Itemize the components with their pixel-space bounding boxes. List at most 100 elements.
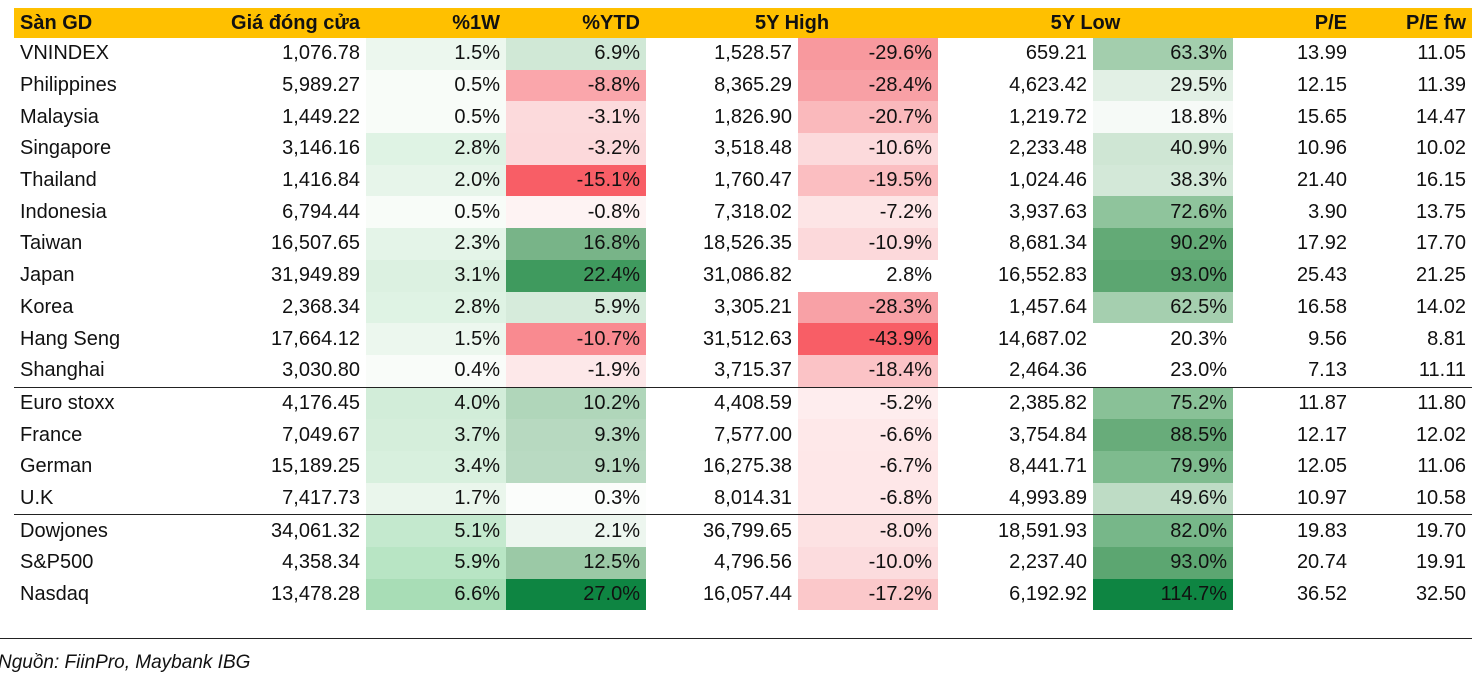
change-1w-cell: 2.0% bbox=[366, 164, 506, 197]
pe-fw-cell: 32.50 bbox=[1415, 583, 1466, 606]
vs-5y-high-cell: -10.0% bbox=[798, 547, 938, 579]
close-price-cell: 5,989.27 bbox=[282, 74, 360, 97]
close-price-cell: 13,478.28 bbox=[271, 583, 360, 606]
header-pe-fw: P/E fw bbox=[1353, 8, 1472, 38]
table-row: Korea 2,368.34 2.8% 5.9% 3,305.21 -28.3% 1,457… bbox=[14, 291, 1472, 324]
5y-low-cell: 2,237.40 bbox=[1009, 551, 1087, 574]
change-ytd-cell: -3.1% bbox=[506, 101, 646, 134]
pe-fw-cell: 14.47 bbox=[1415, 105, 1466, 128]
5y-high-cell: 3,715.37 bbox=[714, 359, 792, 382]
change-1w-cell: 0.5% bbox=[366, 101, 506, 134]
pe-fw-cell: 14.02 bbox=[1415, 295, 1466, 318]
close-price-cell: 1,449.22 bbox=[282, 105, 360, 128]
header-pe: P/E bbox=[1233, 8, 1353, 38]
5y-high-cell: 8,365.29 bbox=[714, 74, 792, 97]
5y-low-cell: 1,457.64 bbox=[1009, 295, 1087, 318]
row-name: Euro stoxx bbox=[14, 386, 200, 420]
5y-low-cell: 2,385.82 bbox=[938, 386, 1093, 420]
vs-5y-high-cell: -8.0% bbox=[798, 514, 938, 547]
pe-cell: 10.96 bbox=[1296, 137, 1347, 160]
header-exchange: Sàn GD bbox=[14, 8, 200, 38]
pe-cell: 20.74 bbox=[1296, 551, 1347, 574]
change-1w-cell: 2.3% bbox=[366, 228, 506, 260]
close-price-cell: 15,189.25 bbox=[271, 455, 360, 478]
change-1w-cell: 1.5% bbox=[366, 38, 506, 70]
5y-high-cell: 3,305.21 bbox=[714, 295, 792, 318]
vs-5y-low-cell: 62.5% bbox=[1093, 291, 1233, 324]
pe-cell: 19.83 bbox=[1233, 514, 1353, 547]
5y-low-cell: 3,937.63 bbox=[1009, 200, 1087, 223]
vs-5y-low-cell: 23.0% bbox=[1093, 354, 1233, 388]
pe-cell: 10.97 bbox=[1296, 486, 1347, 509]
change-ytd-cell: 5.9% bbox=[506, 291, 646, 324]
vs-5y-high-cell: -10.6% bbox=[798, 133, 938, 165]
5y-low-cell: 14,687.02 bbox=[998, 327, 1087, 350]
change-1w-cell: 3.1% bbox=[366, 259, 506, 292]
5y-high-cell: 16,057.44 bbox=[703, 583, 792, 606]
change-1w-cell: 3.4% bbox=[366, 450, 506, 483]
pe-cell: 11.87 bbox=[1233, 386, 1353, 420]
bottom-divider bbox=[0, 638, 1472, 639]
vs-5y-low-cell: 79.9% bbox=[1093, 450, 1233, 483]
pe-cell: 25.43 bbox=[1296, 264, 1347, 287]
5y-low-cell: 2,464.36 bbox=[1009, 359, 1087, 382]
vs-5y-high-cell: -29.6% bbox=[798, 38, 938, 70]
close-price-cell: 1,416.84 bbox=[282, 169, 360, 192]
change-ytd-cell: -8.8% bbox=[506, 69, 646, 102]
row-name: Nasdaq bbox=[20, 583, 89, 606]
close-price-cell: 4,358.34 bbox=[282, 551, 360, 574]
change-ytd-cell: 6.9% bbox=[506, 38, 646, 70]
pe-fw-cell: 8.81 bbox=[1427, 327, 1466, 350]
5y-low-cell: 4,993.89 bbox=[1009, 486, 1087, 509]
vs-5y-low-cell: 29.5% bbox=[1093, 69, 1233, 102]
5y-high-cell: 31,086.82 bbox=[703, 264, 792, 287]
change-ytd-cell: 27.0% bbox=[506, 578, 646, 611]
close-price-cell: 4,176.45 bbox=[200, 386, 366, 420]
vs-5y-high-cell: -17.2% bbox=[798, 578, 938, 611]
pe-fw-cell: 11.05 bbox=[1417, 42, 1466, 65]
pe-fw-cell: 11.39 bbox=[1417, 74, 1466, 97]
vs-5y-high-cell: -18.4% bbox=[798, 354, 938, 388]
change-1w-cell: 1.7% bbox=[366, 482, 506, 515]
pe-cell: 13.99 bbox=[1296, 42, 1347, 65]
row-name: S&P500 bbox=[20, 551, 94, 574]
table-row: Singapore 3,146.16 2.8% -3.2% 3,518.48 -10.6%… bbox=[14, 133, 1472, 165]
change-1w-cell: 5.1% bbox=[366, 514, 506, 547]
pe-fw-cell: 10.02 bbox=[1415, 137, 1466, 160]
market-comparison-table: Sàn GD Giá đóng cửa %1W %YTD 5Y High 5Y … bbox=[14, 8, 1472, 611]
5y-low-cell: 18,591.93 bbox=[938, 514, 1093, 547]
header-1w: %1W bbox=[366, 8, 506, 38]
close-price-cell: 7,417.73 bbox=[282, 486, 360, 509]
change-1w-cell: 2.8% bbox=[366, 133, 506, 165]
5y-high-cell: 4,796.56 bbox=[714, 551, 792, 574]
table-row: Nasdaq 13,478.28 6.6% 27.0% 16,057.44 -17.2% 6… bbox=[14, 578, 1472, 611]
change-ytd-cell: 22.4% bbox=[506, 259, 646, 292]
5y-high-cell: 16,275.38 bbox=[703, 455, 792, 478]
5y-high-cell: 1,528.57 bbox=[714, 42, 792, 65]
change-1w-cell: 0.5% bbox=[366, 196, 506, 229]
pe-cell: 12.05 bbox=[1296, 455, 1347, 478]
row-name: Japan bbox=[20, 264, 75, 287]
vs-5y-high-cell: -5.2% bbox=[798, 386, 938, 420]
change-1w-cell: 5.9% bbox=[366, 547, 506, 579]
vs-5y-low-cell: 72.6% bbox=[1093, 196, 1233, 229]
vs-5y-high-cell: -28.4% bbox=[798, 69, 938, 102]
close-price-cell: 34,061.32 bbox=[200, 514, 366, 547]
row-name: France bbox=[20, 423, 83, 446]
pe-fw-cell: 13.75 bbox=[1415, 200, 1466, 223]
row-name: Indonesia bbox=[20, 200, 107, 223]
table-row: Indonesia 6,794.44 0.5% -0.8% 7,318.02 -7.2% 3… bbox=[14, 196, 1472, 229]
header-ytd: %YTD bbox=[506, 8, 646, 38]
source-note: Nguồn: FiinPro, Maybank IBG bbox=[0, 652, 251, 673]
5y-low-cell: 6,192.92 bbox=[1009, 583, 1087, 606]
5y-high-cell: 8,014.31 bbox=[714, 486, 792, 509]
row-name: VNINDEX bbox=[20, 42, 109, 65]
row-name: Malaysia bbox=[20, 105, 99, 128]
change-1w-cell: 3.7% bbox=[366, 419, 506, 451]
change-1w-cell: 0.4% bbox=[366, 354, 506, 388]
5y-low-cell: 659.21 bbox=[1025, 42, 1087, 65]
pe-cell: 9.56 bbox=[1308, 327, 1347, 350]
close-price-cell: 7,049.67 bbox=[282, 423, 360, 446]
5y-high-cell: 7,318.02 bbox=[714, 200, 792, 223]
vs-5y-high-cell: -19.5% bbox=[798, 164, 938, 197]
